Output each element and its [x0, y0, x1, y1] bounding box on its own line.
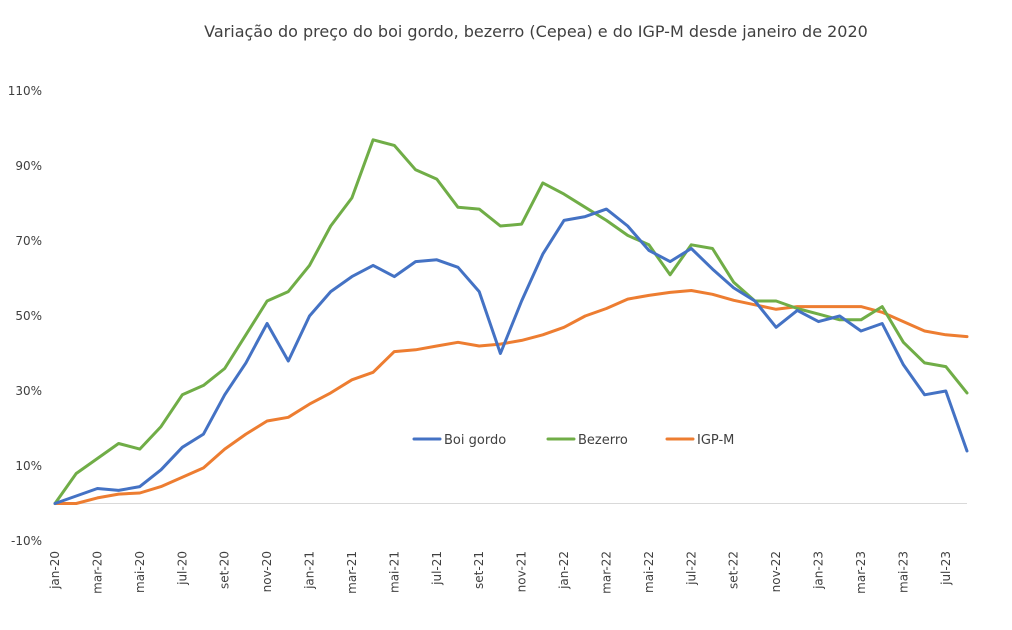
x-tick-label: jul-23	[939, 551, 953, 586]
y-tick-label: 30%	[15, 384, 42, 398]
x-tick-label: mai-22	[642, 551, 656, 593]
legend-label: Bezerro	[578, 433, 628, 448]
y-tick-label: 90%	[15, 159, 42, 173]
x-tick-label: nov-21	[515, 551, 529, 592]
x-tick-label: set-20	[218, 551, 232, 589]
x-tick-label: jan-22	[557, 551, 571, 590]
y-axis-tick-labels: -10% 10% 30% 50% 70% 90% 110%	[8, 84, 42, 548]
x-tick-label: mar-21	[345, 551, 359, 594]
y-tick-label: 110%	[8, 84, 42, 98]
series-line-bezerro	[53, 138, 969, 505]
y-tick-label: 70%	[15, 234, 42, 248]
x-tick-label: mar-22	[599, 551, 613, 594]
y-tick-label: 10%	[15, 459, 42, 473]
y-tick-label: -10%	[11, 534, 42, 548]
chart-legend: Boi gordo Bezerro IGP-M	[412, 433, 734, 448]
x-tick-label: jul-21	[430, 551, 444, 586]
x-tick-label: set-21	[472, 551, 486, 589]
x-axis-tick-labels: jan-20 mar-20 mai-20 jul-20 set-20 nov-20 jan-…	[48, 551, 953, 594]
chart-title: Variação do preço do boi gordo, bezerro …	[204, 22, 868, 41]
series-line-igp-m	[53, 289, 969, 505]
legend-label: Boi gordo	[444, 433, 506, 448]
y-tick-label: 50%	[15, 309, 42, 323]
x-tick-label: mai-20	[133, 551, 147, 593]
x-tick-label: mai-21	[387, 551, 401, 593]
series-line-boi-gordo	[53, 207, 969, 505]
x-tick-label: nov-20	[260, 551, 274, 592]
series-lines	[53, 138, 969, 505]
legend-label: IGP-M	[697, 433, 734, 448]
x-tick-label: jul-22	[684, 551, 698, 586]
x-tick-label: mar-23	[854, 551, 868, 594]
x-tick-label: mar-20	[90, 551, 104, 594]
x-tick-label: jan-21	[303, 551, 317, 590]
x-tick-label: jan-20	[48, 551, 62, 590]
x-tick-label: set-22	[727, 551, 741, 589]
x-tick-label: nov-22	[769, 551, 783, 592]
x-tick-label: jan-23	[812, 551, 826, 590]
x-tick-label: jul-20	[175, 551, 189, 586]
x-tick-label: mai-23	[896, 551, 910, 593]
